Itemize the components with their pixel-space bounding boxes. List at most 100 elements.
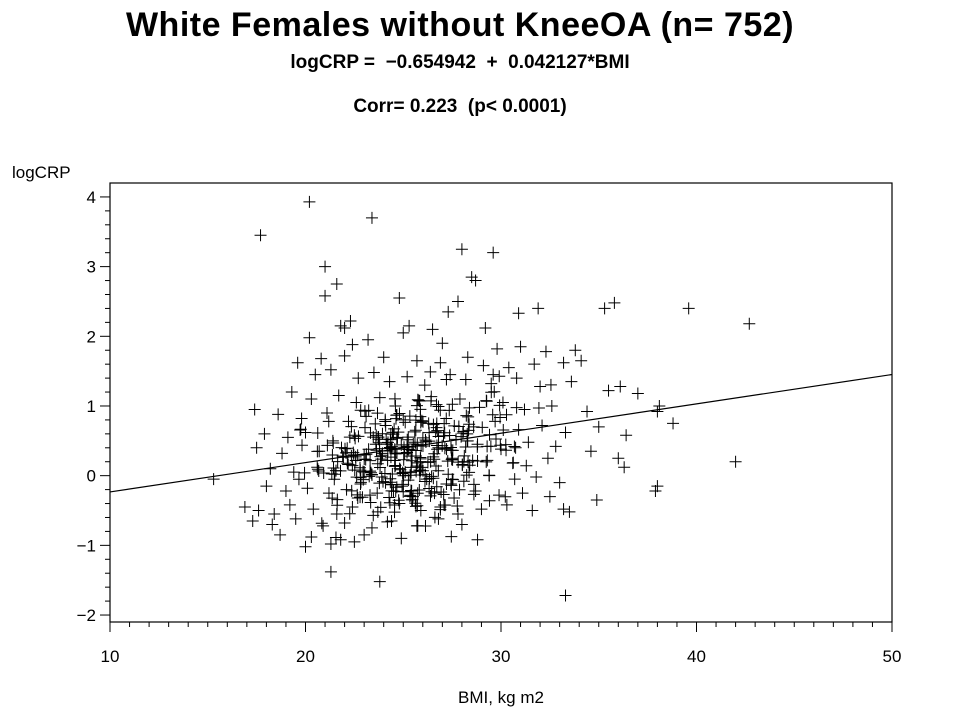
data-point bbox=[383, 496, 396, 509]
data-point bbox=[335, 441, 348, 454]
data-point bbox=[298, 466, 311, 479]
data-point bbox=[338, 349, 351, 362]
data-point bbox=[258, 427, 271, 440]
data-point bbox=[283, 498, 296, 511]
data-point bbox=[295, 412, 308, 425]
data-point bbox=[207, 473, 220, 486]
data-point bbox=[272, 408, 285, 421]
data-point bbox=[371, 407, 384, 420]
data-point bbox=[452, 420, 465, 433]
data-point bbox=[377, 351, 390, 364]
data-point bbox=[388, 454, 401, 467]
data-point bbox=[469, 274, 482, 287]
x-axis-label: BMI, kg m2 bbox=[458, 688, 544, 707]
data-point bbox=[401, 370, 414, 383]
data-point bbox=[483, 469, 496, 482]
data-point bbox=[536, 419, 549, 432]
y-tick-label: 1 bbox=[87, 397, 96, 416]
data-point bbox=[507, 456, 520, 469]
data-point bbox=[500, 444, 513, 457]
data-point bbox=[370, 444, 383, 457]
y-axis-label: logCRP bbox=[12, 163, 71, 182]
data-point bbox=[651, 480, 664, 493]
data-point bbox=[477, 359, 490, 372]
data-point bbox=[459, 440, 472, 453]
data-point bbox=[324, 537, 337, 550]
data-point bbox=[276, 447, 289, 460]
data-point bbox=[305, 530, 318, 543]
data-point bbox=[394, 463, 407, 476]
data-point bbox=[425, 470, 438, 483]
data-point bbox=[438, 442, 451, 455]
y-tick-label: −1 bbox=[77, 536, 96, 555]
data-point bbox=[487, 368, 500, 381]
data-point bbox=[544, 378, 557, 391]
data-point bbox=[442, 305, 455, 318]
data-point bbox=[437, 429, 450, 442]
data-point bbox=[374, 450, 387, 463]
data-point bbox=[569, 344, 582, 357]
data-point bbox=[743, 317, 756, 330]
data-point bbox=[466, 454, 479, 467]
data-point bbox=[370, 429, 383, 442]
data-point bbox=[321, 406, 334, 419]
data-point bbox=[488, 385, 501, 398]
data-point bbox=[471, 533, 484, 546]
data-point bbox=[383, 375, 396, 388]
data-point bbox=[445, 530, 458, 543]
data-point bbox=[397, 453, 410, 466]
data-point bbox=[398, 447, 411, 460]
data-point bbox=[618, 461, 631, 474]
data-point bbox=[456, 427, 469, 440]
data-point bbox=[364, 496, 377, 509]
data-point bbox=[446, 398, 459, 411]
data-point bbox=[545, 399, 558, 412]
data-point bbox=[266, 518, 279, 531]
data-point bbox=[299, 540, 312, 553]
data-point bbox=[371, 457, 384, 470]
data-point bbox=[461, 351, 474, 364]
data-point bbox=[384, 428, 397, 441]
data-point bbox=[484, 440, 497, 453]
data-point bbox=[483, 428, 496, 441]
data-point bbox=[471, 455, 484, 468]
data-point bbox=[294, 423, 307, 436]
data-point bbox=[467, 488, 480, 501]
data-point bbox=[651, 405, 664, 418]
data-point bbox=[285, 386, 298, 399]
data-point bbox=[378, 467, 391, 480]
y-tick-label: 3 bbox=[87, 258, 96, 277]
data-point bbox=[427, 450, 440, 463]
data-point bbox=[331, 455, 344, 468]
data-point bbox=[455, 243, 468, 256]
data-point bbox=[522, 436, 535, 449]
data-point bbox=[427, 472, 440, 485]
data-point bbox=[514, 340, 527, 353]
data-point bbox=[462, 456, 475, 469]
data-point bbox=[451, 499, 464, 512]
data-point bbox=[559, 589, 572, 602]
data-point bbox=[469, 484, 482, 497]
data-point bbox=[428, 511, 441, 524]
data-point bbox=[499, 490, 512, 503]
data-point bbox=[388, 392, 401, 405]
data-point bbox=[440, 373, 453, 386]
data-point bbox=[365, 521, 378, 534]
data-point bbox=[413, 394, 426, 407]
data-point bbox=[379, 415, 392, 428]
data-point bbox=[371, 487, 384, 500]
data-point bbox=[432, 464, 445, 477]
data-point bbox=[608, 296, 621, 309]
data-point bbox=[581, 405, 594, 418]
data-point bbox=[264, 462, 277, 475]
data-point bbox=[500, 408, 513, 421]
data-point bbox=[432, 512, 445, 525]
y-tick-label: 2 bbox=[87, 327, 96, 346]
data-point bbox=[358, 453, 371, 466]
data-point bbox=[410, 354, 423, 367]
data-point bbox=[439, 499, 452, 512]
data-point bbox=[330, 278, 343, 291]
data-point bbox=[396, 480, 409, 493]
data-point bbox=[349, 454, 362, 467]
